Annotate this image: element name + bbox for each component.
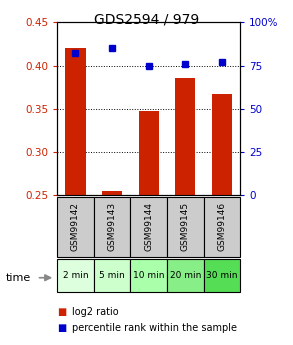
Bar xyxy=(175,78,195,195)
FancyBboxPatch shape xyxy=(130,259,167,292)
Text: ■: ■ xyxy=(57,307,67,317)
Bar xyxy=(65,48,86,195)
FancyBboxPatch shape xyxy=(57,259,94,292)
Text: GSM99145: GSM99145 xyxy=(181,202,190,252)
FancyBboxPatch shape xyxy=(94,197,130,257)
Text: 20 min: 20 min xyxy=(170,270,201,280)
Text: GSM99146: GSM99146 xyxy=(217,202,226,252)
Text: GDS2594 / 979: GDS2594 / 979 xyxy=(94,12,199,26)
Text: time: time xyxy=(6,273,31,283)
Text: ■: ■ xyxy=(57,324,67,333)
Text: percentile rank within the sample: percentile rank within the sample xyxy=(72,324,237,333)
Text: 30 min: 30 min xyxy=(206,270,238,280)
Text: 10 min: 10 min xyxy=(133,270,164,280)
Text: 2 min: 2 min xyxy=(63,270,88,280)
Text: GSM99142: GSM99142 xyxy=(71,202,80,252)
Text: GSM99144: GSM99144 xyxy=(144,202,153,252)
FancyBboxPatch shape xyxy=(204,197,240,257)
FancyBboxPatch shape xyxy=(130,197,167,257)
FancyBboxPatch shape xyxy=(204,259,240,292)
FancyBboxPatch shape xyxy=(57,197,94,257)
Bar xyxy=(212,94,232,195)
Text: 5 min: 5 min xyxy=(99,270,125,280)
Text: GSM99143: GSM99143 xyxy=(108,202,117,252)
FancyBboxPatch shape xyxy=(94,259,130,292)
Bar xyxy=(139,111,159,195)
Text: log2 ratio: log2 ratio xyxy=(72,307,118,317)
FancyBboxPatch shape xyxy=(167,197,204,257)
FancyBboxPatch shape xyxy=(167,259,204,292)
Bar xyxy=(102,190,122,195)
